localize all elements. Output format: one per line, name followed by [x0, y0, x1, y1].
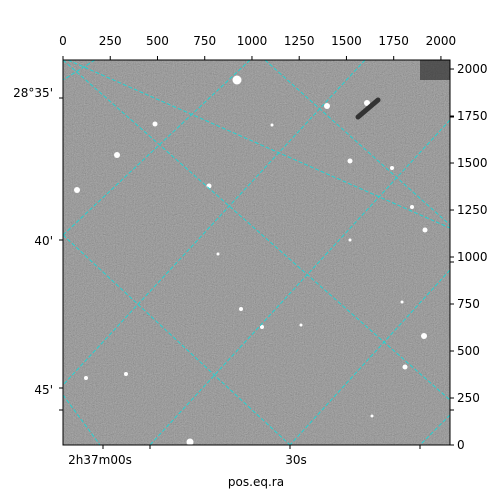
x-tick-label: 750 [193, 34, 216, 48]
grid-line [419, 414, 451, 446]
plot-frame [62, 59, 451, 446]
coordinate-grid [62, 59, 451, 446]
x-tick-label: 2000 [426, 34, 457, 48]
y-tick-label: 1000 [457, 250, 488, 264]
x-tick-label: 1500 [331, 34, 362, 48]
y-tick-label: 1750 [457, 109, 488, 123]
grid-line [67, 59, 451, 229]
y-tick-label: 0 [457, 438, 465, 452]
x-tick-label: 1000 [237, 34, 268, 48]
ra-tick-label: 30s [285, 453, 307, 467]
x-tick-label: 0 [59, 34, 67, 48]
grid-line [62, 394, 101, 446]
grid-line [62, 234, 291, 446]
x-tick-label: 1250 [284, 34, 315, 48]
y-tick-label: 750 [457, 297, 480, 311]
y-tick-label: 1250 [457, 203, 488, 217]
grid-line [62, 59, 451, 401]
grid-line [149, 119, 451, 446]
y-tick-label: 250 [457, 391, 480, 405]
dec-tick-label: 40' [34, 234, 53, 248]
y-tick-label: 2000 [457, 62, 488, 76]
grid-line [62, 59, 366, 386]
x-tick-label: 250 [99, 34, 122, 48]
grid-line [62, 59, 96, 81]
sky-image [63, 60, 450, 446]
ra-tick-label: 2h37m00s [68, 453, 132, 467]
dec-tick-label: 45' [34, 383, 53, 397]
x-tick-label: 500 [146, 34, 169, 48]
x-axis-label: pos.eq.ra [228, 475, 284, 489]
dec-tick-label: 28°35' [13, 86, 53, 100]
grid-line [264, 59, 451, 226]
x-tick-label: 1750 [378, 34, 409, 48]
y-tick-label: 1500 [457, 156, 488, 170]
grid-line [289, 269, 451, 446]
grid-line [62, 59, 251, 236]
y-tick-label: 500 [457, 344, 480, 358]
